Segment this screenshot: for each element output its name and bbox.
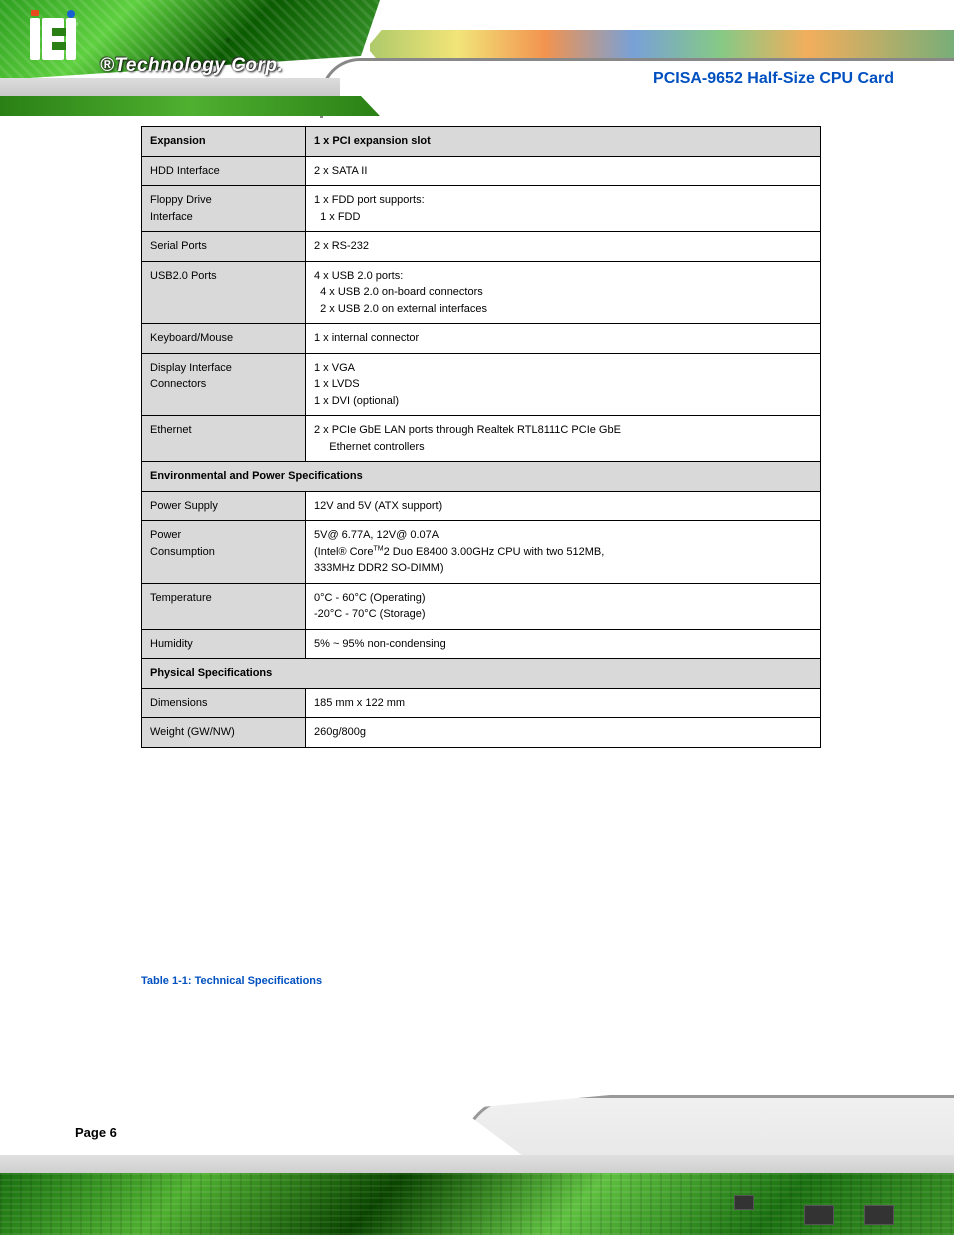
table-row: Dimensions185 mm x 122 mm	[142, 688, 821, 718]
spec-label-cell: HDD Interface	[142, 156, 306, 186]
specifications-table: Expansion1 x PCI expansion slotHDD Inter…	[141, 126, 821, 748]
table-row: Floppy DriveInterface1 x FDD port suppor…	[142, 186, 821, 232]
table-row: Power Supply12V and 5V (ATX support)	[142, 491, 821, 521]
footer-green-bg	[0, 1173, 954, 1235]
table-row: Environmental and Power Specifications	[142, 462, 821, 492]
logo-text: ®Technology Corp.	[100, 55, 283, 77]
spec-value-cell: 0°C - 60°C (Operating)-20°C - 70°C (Stor…	[306, 583, 821, 629]
spec-value-cell: 2 x RS-232	[306, 232, 821, 262]
spec-value-cell: 5V@ 6.77A, 12V@ 0.07A(Intel® CoreTM2 Duo…	[306, 521, 821, 584]
spec-label-cell: USB2.0 Ports	[142, 261, 306, 324]
header-curve	[320, 58, 954, 118]
spec-label-cell: Display InterfaceConnectors	[142, 353, 306, 416]
group-header-cell: Physical Specifications	[142, 659, 821, 689]
spec-label-cell: Ethernet	[142, 416, 306, 462]
spec-label-cell: Humidity	[142, 629, 306, 659]
spec-value-cell: 2 x SATA II	[306, 156, 821, 186]
spec-label-cell: Serial Ports	[142, 232, 306, 262]
spec-value-cell: 5% ~ 95% non-condensing	[306, 629, 821, 659]
table-row: Expansion1 x PCI expansion slot	[142, 127, 821, 157]
spec-value-cell: 2 x PCIe GbE LAN ports through Realtek R…	[306, 416, 821, 462]
spec-label-cell: Dimensions	[142, 688, 306, 718]
spec-value-cell: 4 x USB 2.0 ports: 4 x USB 2.0 on-board …	[306, 261, 821, 324]
footer-banner	[0, 1105, 954, 1235]
table-row: HDD Interface2 x SATA II	[142, 156, 821, 186]
spec-value-cell: 12V and 5V (ATX support)	[306, 491, 821, 521]
header-green-strip	[0, 96, 380, 116]
document-title: PCISA-9652 Half-Size CPU Card	[653, 70, 894, 88]
table-row: Temperature0°C - 60°C (Operating)-20°C -…	[142, 583, 821, 629]
header-banner: ®Technology Corp.	[0, 0, 954, 115]
group-header-cell: Environmental and Power Specifications	[142, 462, 821, 492]
logo-icon	[30, 18, 76, 60]
table-row: Humidity5% ~ 95% non-condensing	[142, 629, 821, 659]
table-caption: Table 1-1: Technical Specifications	[141, 975, 322, 987]
table-row: Serial Ports2 x RS-232	[142, 232, 821, 262]
spec-value-cell: 185 mm x 122 mm	[306, 688, 821, 718]
spec-label-cell: Keyboard/Mouse	[142, 324, 306, 354]
spec-label-cell: Expansion	[142, 127, 306, 157]
table-row: Keyboard/Mouse1 x internal connector	[142, 324, 821, 354]
spec-value-cell: 1 x VGA1 x LVDS1 x DVI (optional)	[306, 353, 821, 416]
spec-value-cell: 1 x internal connector	[306, 324, 821, 354]
spec-label-cell: Floppy DriveInterface	[142, 186, 306, 232]
spec-label-cell: Temperature	[142, 583, 306, 629]
table-row: Display InterfaceConnectors1 x VGA1 x LV…	[142, 353, 821, 416]
table-row: USB2.0 Ports4 x USB 2.0 ports: 4 x USB 2…	[142, 261, 821, 324]
table-row: Ethernet2 x PCIe GbE LAN ports through R…	[142, 416, 821, 462]
table-row: PowerConsumption5V@ 6.77A, 12V@ 0.07A(In…	[142, 521, 821, 584]
table-row: Physical Specifications	[142, 659, 821, 689]
spec-value-cell: 260g/800g	[306, 718, 821, 748]
table-row: Weight (GW/NW)260g/800g	[142, 718, 821, 748]
spec-label-cell: PowerConsumption	[142, 521, 306, 584]
spec-label-cell: Weight (GW/NW)	[142, 718, 306, 748]
spec-value-cell: 1 x PCI expansion slot	[306, 127, 821, 157]
spec-label-cell: Power Supply	[142, 491, 306, 521]
spec-value-cell: 1 x FDD port supports: 1 x FDD	[306, 186, 821, 232]
